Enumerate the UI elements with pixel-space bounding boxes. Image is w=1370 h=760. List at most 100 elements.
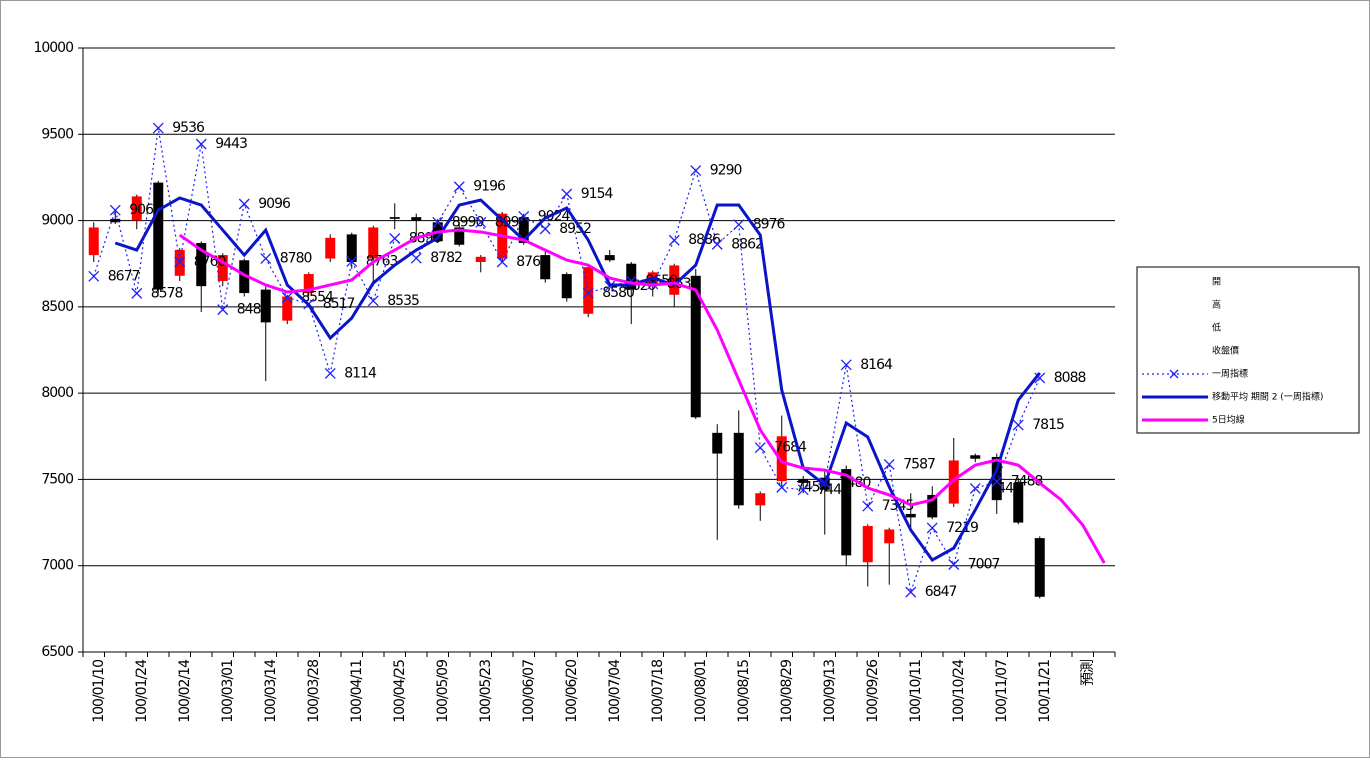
x-marker	[281, 292, 293, 303]
x-tick-label: 100/01/10	[91, 660, 107, 723]
x-marker	[432, 216, 444, 228]
data-label: 8088	[1054, 370, 1086, 386]
data-label: 9443	[215, 136, 247, 152]
y-tick-label: 7000	[41, 558, 73, 574]
x-tick-label: 100/08/29	[779, 660, 795, 723]
legend-label: 5日均線	[1212, 414, 1245, 426]
data-label: 7587	[903, 456, 935, 472]
data-label: 8164	[860, 357, 893, 373]
x-tick-label: 100/09/26	[865, 659, 881, 723]
x-tick-label: 100/11/21	[1037, 660, 1053, 723]
x-marker	[453, 181, 465, 193]
data-label: 9024	[538, 208, 571, 224]
candle-body	[561, 274, 572, 299]
x-marker	[690, 165, 702, 176]
x-marker	[346, 256, 358, 267]
candle-body	[217, 255, 228, 281]
x-marker	[797, 484, 809, 496]
legend-label: 移動平均 期間 2 (一周指標)	[1212, 391, 1323, 403]
data-label: 8760	[516, 254, 548, 270]
data-label: 8535	[387, 293, 419, 309]
candle-body	[368, 227, 379, 259]
candle-body	[239, 260, 250, 294]
x-marker	[561, 188, 573, 200]
data-label: 7448	[989, 480, 1021, 496]
candle-body	[153, 182, 164, 290]
x-marker	[109, 204, 121, 216]
data-label: 8990	[452, 214, 484, 230]
legend-marker	[1169, 369, 1179, 379]
y-tick-label: 8500	[41, 299, 73, 315]
x-marker	[88, 270, 100, 282]
candle-body	[325, 237, 336, 259]
data-label: 8862	[731, 236, 763, 252]
data-label: 9060	[129, 202, 161, 218]
data-label: 8578	[151, 285, 183, 301]
x-tick-label: 100/03/14	[263, 659, 279, 723]
candle-body	[454, 227, 465, 245]
x-tick-label: 100/10/11	[908, 660, 924, 723]
x-marker	[905, 586, 917, 598]
candle-body	[518, 217, 529, 244]
x-marker	[475, 216, 487, 228]
x-marker	[862, 500, 874, 512]
x-marker	[840, 359, 852, 371]
candle-body	[690, 275, 701, 418]
x-marker	[195, 138, 207, 150]
x-marker	[367, 295, 379, 307]
candle-body	[1013, 482, 1024, 523]
candle-body	[970, 455, 981, 459]
x-tick-label: 100/01/24	[134, 659, 150, 723]
y-tick-label: 9000	[41, 213, 73, 229]
line-series	[114, 196, 1041, 562]
data-label: 8976	[753, 217, 786, 233]
x-marker	[668, 234, 680, 246]
candle-body	[282, 296, 293, 321]
candle-body	[346, 234, 357, 262]
candle-body	[260, 289, 271, 323]
data-label: 7815	[1032, 417, 1064, 433]
data-label: 8782	[430, 250, 462, 266]
x-tick-label: 100/04/11	[349, 660, 365, 723]
data-label: 8580	[602, 285, 634, 301]
x-marker	[131, 287, 143, 299]
x-marker	[711, 238, 723, 250]
data-label: 9096	[258, 196, 291, 212]
candle-body	[712, 432, 723, 454]
candle-body	[303, 274, 314, 294]
x-marker	[389, 233, 401, 244]
x-marker	[776, 481, 788, 493]
legend-box	[1136, 266, 1360, 434]
candle-body	[798, 479, 809, 483]
data-label: 9536	[172, 120, 205, 136]
candle-body	[669, 265, 680, 295]
x-marker	[969, 482, 981, 494]
x-marker	[926, 522, 938, 534]
x-tick-label: 100/10/24	[951, 659, 967, 723]
data-label: 9196	[473, 179, 506, 195]
data-label: 8484	[237, 302, 270, 318]
y-tick-label: 9500	[41, 126, 73, 142]
x-tick-label: 100/06/20	[564, 660, 580, 723]
x-tick-label: 100/07/04	[607, 659, 623, 723]
candle-body	[626, 263, 637, 290]
x-tick-label: 100/06/07	[521, 660, 537, 723]
x-tick-label: 100/11/07	[994, 660, 1010, 723]
x-marker	[582, 287, 594, 299]
data-label: 8114	[344, 365, 377, 381]
legend-label: 一周指標	[1212, 368, 1248, 380]
y-tick-label: 6500	[41, 644, 73, 660]
candle-body	[1034, 538, 1045, 597]
candle-body	[583, 267, 594, 314]
x-marker	[518, 210, 530, 222]
data-label: 7219	[946, 520, 978, 536]
x-marker	[324, 368, 336, 379]
x-tick-label: 100/08/15	[736, 660, 752, 723]
x-marker	[883, 458, 895, 470]
x-marker	[733, 219, 745, 231]
data-label: 8554	[301, 290, 334, 306]
x-tick-label: 100/04/25	[392, 660, 408, 723]
candle-body	[475, 256, 486, 262]
